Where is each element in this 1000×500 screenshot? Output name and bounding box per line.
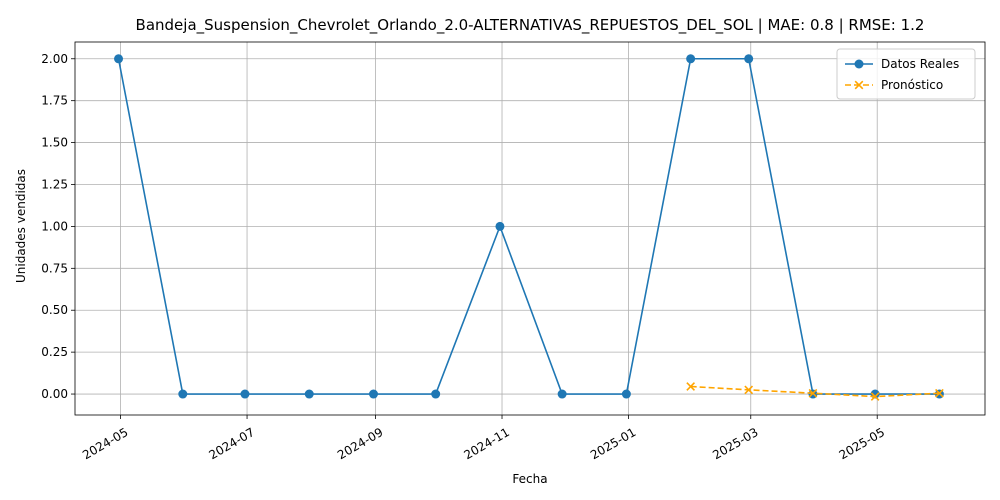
series-pronostico <box>686 382 944 401</box>
y-tick-label: 0.00 <box>41 387 68 401</box>
y-tick-label: 1.00 <box>41 219 68 233</box>
data-point <box>808 388 818 398</box>
axes-frame <box>74 41 986 416</box>
data-point <box>557 389 567 399</box>
data-point <box>621 389 631 399</box>
data-point <box>744 385 754 395</box>
legend-entry: Datos Reales <box>845 57 959 71</box>
y-tick-label: 1.50 <box>41 136 68 150</box>
data-point <box>368 389 378 399</box>
legend: Datos Reales Pronóstico <box>836 48 976 100</box>
y-tick-label: 2.00 <box>41 52 68 66</box>
legend-label: Datos Reales <box>881 57 959 71</box>
data-point <box>870 392 880 401</box>
data-point <box>304 389 314 399</box>
data-point <box>495 221 505 231</box>
legend-label: Pronóstico <box>881 78 943 92</box>
legend-entry: Pronóstico <box>845 78 943 92</box>
data-point <box>686 382 696 391</box>
y-tick-label: 0.50 <box>41 303 68 317</box>
legend-marker <box>854 80 864 90</box>
y-axis-label: Unidades vendidas <box>14 169 28 283</box>
chart-title: Bandeja_Suspension_Chevrolet_Orlando_2.0… <box>136 16 925 35</box>
data-point <box>178 389 188 399</box>
y-tick-label: 0.75 <box>41 261 68 275</box>
y-tick-label: 1.25 <box>41 177 68 191</box>
legend-box <box>836 48 976 100</box>
data-point <box>240 389 250 399</box>
x-axis-label: Fecha <box>512 472 547 486</box>
data-point <box>744 54 754 64</box>
legend-marker <box>854 59 864 69</box>
data-point <box>935 388 944 398</box>
data-point <box>114 54 124 64</box>
series-line <box>117 57 940 395</box>
y-tick-label: 1.75 <box>41 94 68 108</box>
data-point <box>686 54 696 64</box>
y-tick-label: 0.25 <box>41 345 68 359</box>
plot-area <box>114 54 944 401</box>
data-point <box>431 389 441 399</box>
y-axis: 0.00 0.25 0.50 0.75 1.00 1.25 1.50 1.75 2.00 <box>41 52 75 401</box>
